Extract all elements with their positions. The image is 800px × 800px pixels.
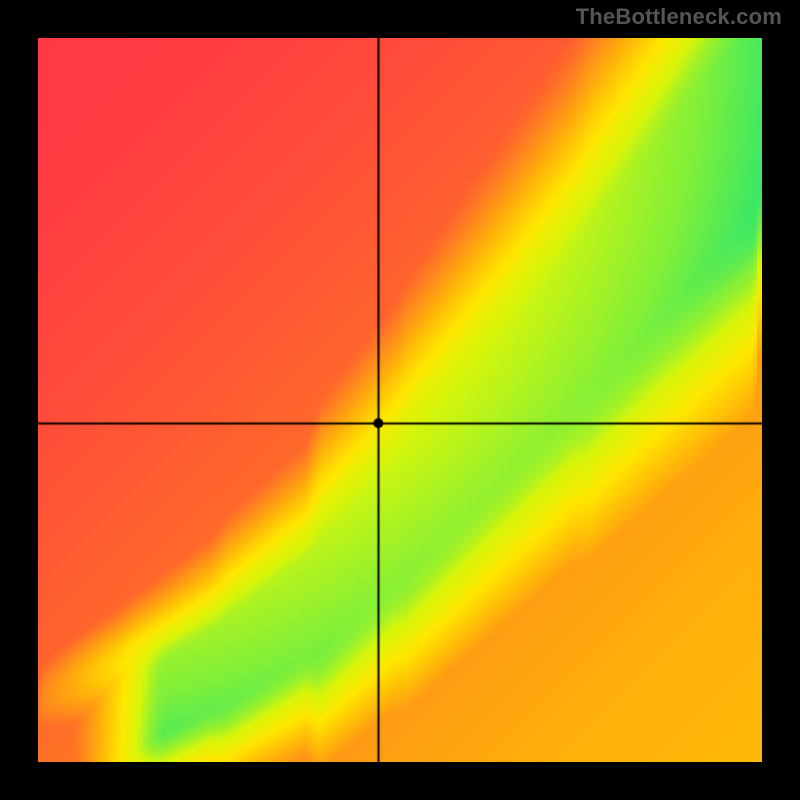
heatmap-plot	[38, 38, 762, 762]
watermark-text: TheBottleneck.com	[576, 4, 782, 30]
figure-container: TheBottleneck.com	[0, 0, 800, 800]
